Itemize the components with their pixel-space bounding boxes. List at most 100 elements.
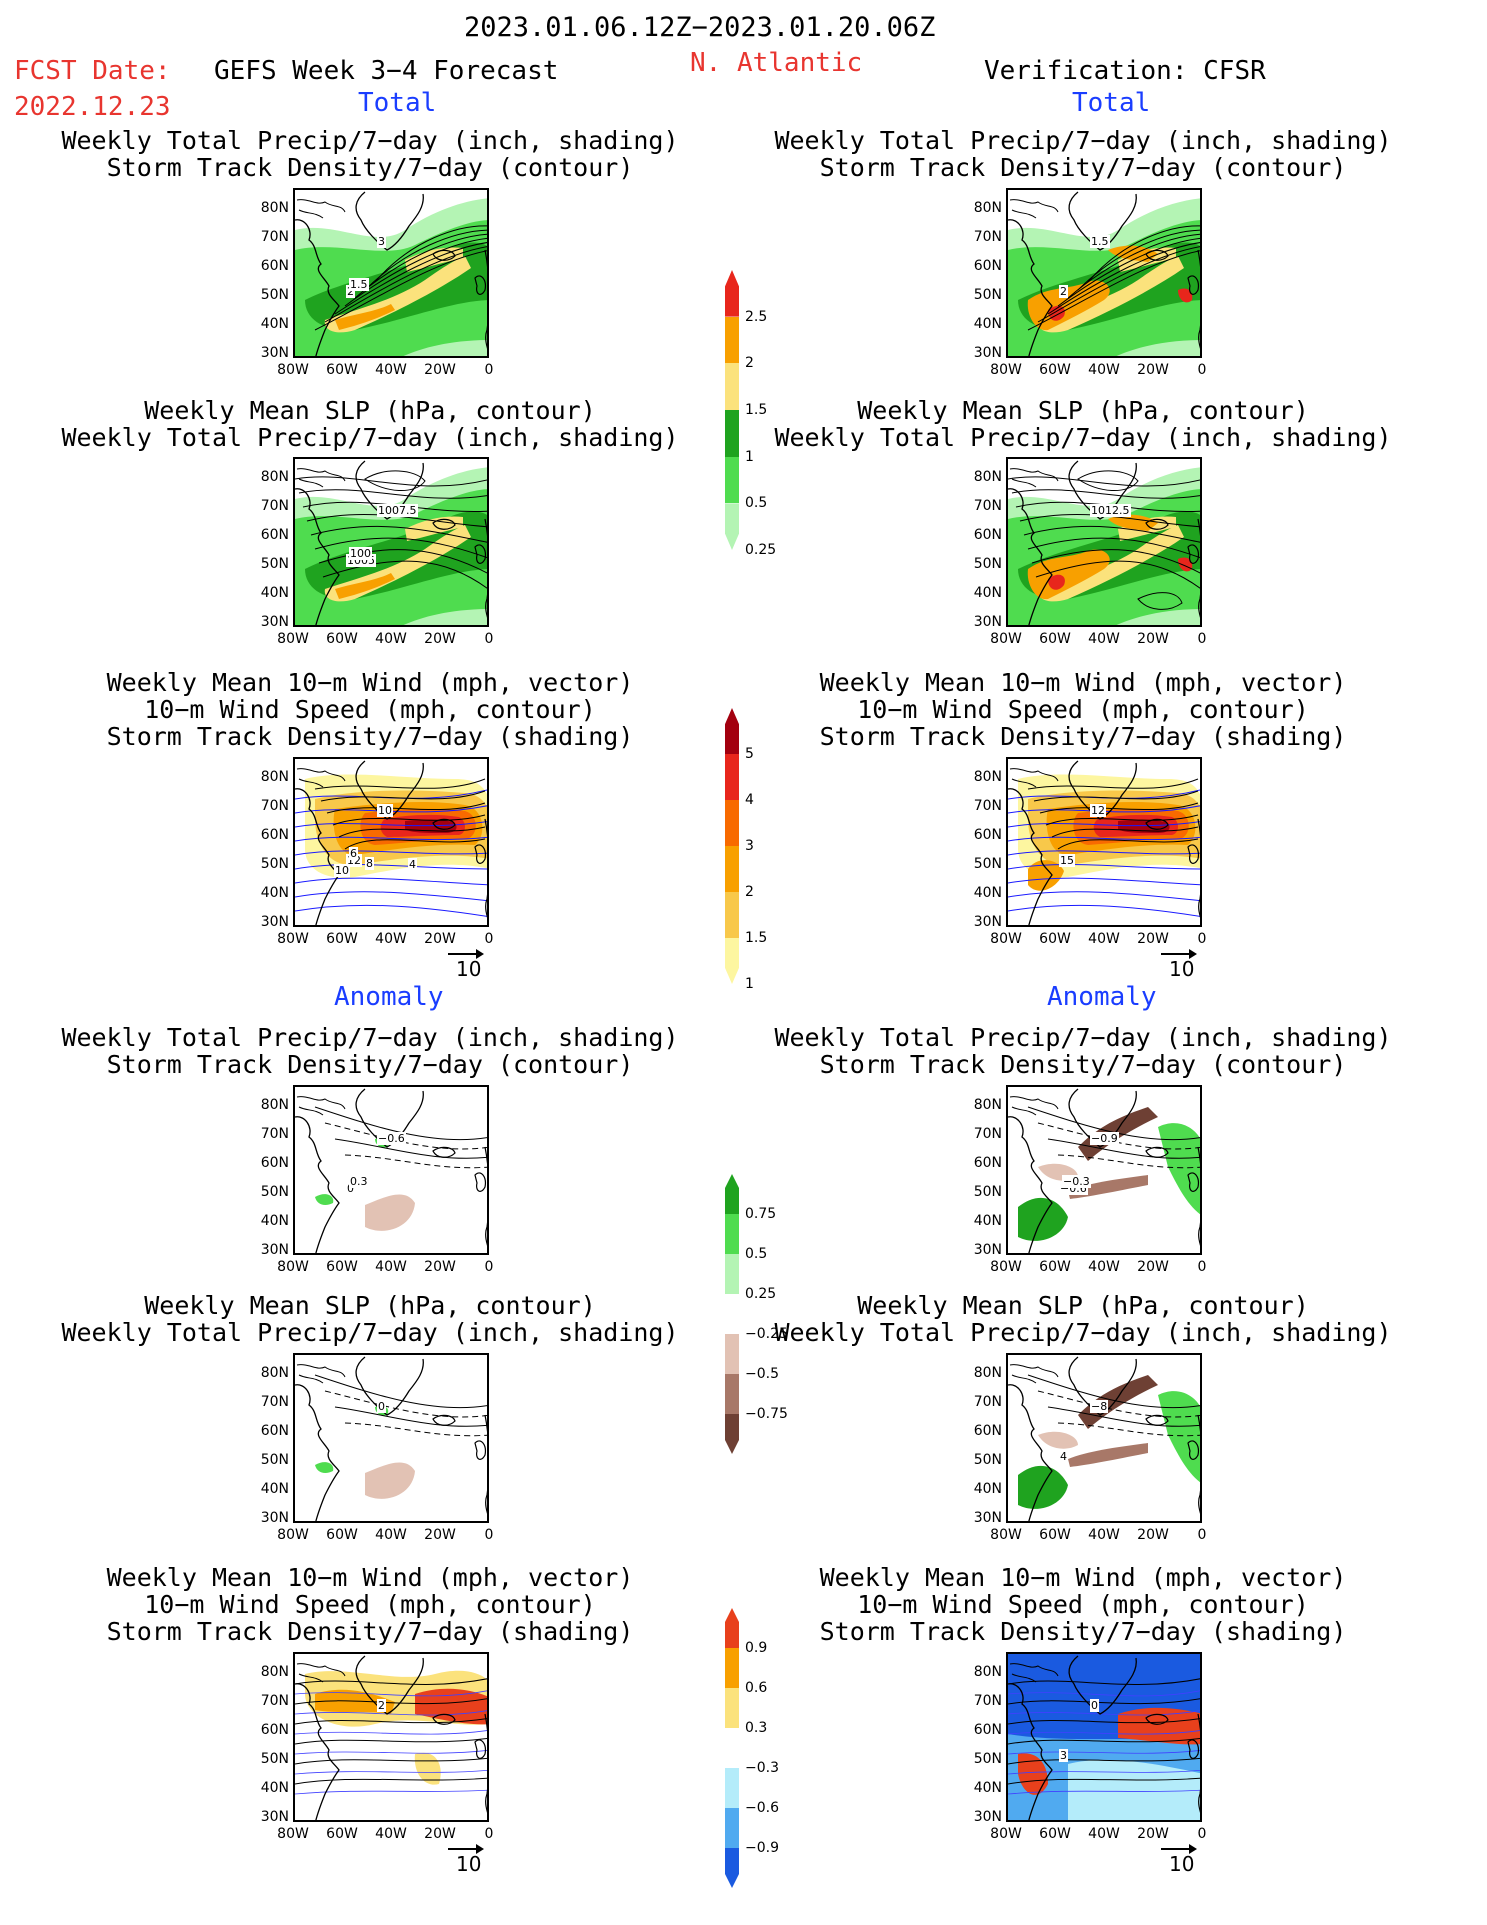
- lat-tick-label: 60N: [260, 1722, 289, 1738]
- lat-tick-label: 70N: [260, 1693, 289, 1709]
- contour-label: 10: [377, 804, 393, 817]
- vector-reference-arrow: [448, 1844, 484, 1854]
- lon-tick-label: 0: [1197, 1259, 1207, 1275]
- contour-label: 3: [1059, 1749, 1068, 1762]
- lon-tick-label: 20W: [424, 362, 456, 378]
- vector-reference-label: 10: [456, 1852, 482, 1876]
- colorbar-segment: [725, 1728, 739, 1768]
- colorbar-label: −0.25: [745, 1326, 788, 1342]
- lat-tick-label: 40N: [973, 1780, 1002, 1796]
- vector-reference-label: 10: [1169, 1852, 1195, 1876]
- colorbar-segment: [725, 1294, 739, 1334]
- contour-label: −0.9: [1090, 1132, 1119, 1145]
- lat-tick-label: 30N: [260, 345, 289, 361]
- contour-label: 15: [1059, 854, 1075, 867]
- lat-tick-label: 70N: [973, 1693, 1002, 1709]
- lon-tick-label: 20W: [1137, 1826, 1169, 1842]
- contour-label: −0.6: [377, 1132, 406, 1145]
- map-title-line: Weekly Mean 10−m Wind (mph, vector): [819, 1563, 1347, 1592]
- lat-tick-label: 50N: [260, 287, 289, 303]
- lat-tick-label: 80N: [973, 200, 1002, 216]
- lon-tick-label: 80W: [990, 1826, 1022, 1842]
- lon-tick-label: 40W: [375, 1826, 407, 1842]
- map-panel-r6-left: 2: [293, 1652, 489, 1822]
- lat-tick-label: 60N: [973, 827, 1002, 843]
- colorbar-segment: [725, 410, 739, 457]
- lon-tick-label: 20W: [1137, 631, 1169, 647]
- lon-tick-label: 60W: [1039, 931, 1071, 947]
- colorbar-storm-total: [725, 708, 739, 984]
- contour-label: −8: [1090, 1400, 1109, 1413]
- contour-label: 4: [408, 858, 417, 871]
- lon-tick-label: 60W: [326, 931, 358, 947]
- lon-tick-label: 0: [484, 362, 494, 378]
- colorbar-segment: [725, 754, 739, 800]
- lon-tick-label: 80W: [990, 931, 1022, 947]
- lat-tick-label: 50N: [973, 1751, 1002, 1767]
- lat-tick-label: 40N: [973, 1213, 1002, 1229]
- title-block-r3-right: Weekly Mean 10−m Wind (mph, vector) 10−m …: [773, 670, 1393, 751]
- map-canvas: [1008, 190, 1200, 356]
- colorbar-segment: [725, 1848, 739, 1888]
- map-title-line: 10−m Wind Speed (mph, contour): [857, 695, 1309, 724]
- colorbar-segment: [725, 316, 739, 364]
- lon-tick-label: 40W: [1088, 362, 1120, 378]
- contour-label: 1007.5: [377, 504, 418, 517]
- map-title-line: Weekly Total Precip/7−day (inch, shading…: [774, 423, 1392, 452]
- colorbar-label: −0.9: [745, 1840, 779, 1856]
- colorbar-label: 0.25: [745, 542, 777, 558]
- lat-tick-label: 80N: [973, 1664, 1002, 1680]
- lon-tick-label: 60W: [1039, 362, 1071, 378]
- colorbar-label: 0.5: [745, 1246, 768, 1262]
- lat-tick-label: 80N: [260, 1097, 289, 1113]
- verification-title: Verification: CFSR: [984, 56, 1266, 86]
- map-title-line: Storm Track Density/7−day (contour): [819, 153, 1347, 182]
- title-block-r2-left: Weekly Mean SLP (hPa, contour) Weekly Tot…: [60, 398, 680, 452]
- lat-tick-label: 70N: [260, 1394, 289, 1410]
- lat-tick-label: 30N: [260, 914, 289, 930]
- contour-label: 0: [377, 1400, 386, 1413]
- map-title-line: Weekly Total Precip/7−day (inch, shading…: [774, 126, 1392, 155]
- lon-tick-label: 20W: [1137, 1259, 1169, 1275]
- lat-tick-label: 50N: [260, 556, 289, 572]
- section-anomaly-left: Anomaly: [334, 982, 444, 1012]
- title-block-r6-right: Weekly Mean 10−m Wind (mph, vector) 10−m …: [773, 1565, 1393, 1646]
- lon-tick-label: 60W: [1039, 1826, 1071, 1842]
- lat-tick-label: 30N: [973, 345, 1002, 361]
- map-title-line: 10−m Wind Speed (mph, contour): [144, 1590, 596, 1619]
- lon-tick-label: 40W: [375, 1527, 407, 1543]
- map-canvas: [1008, 1087, 1200, 1253]
- lon-tick-label: 80W: [990, 362, 1022, 378]
- lat-tick-label: 60N: [973, 1155, 1002, 1171]
- map-canvas: [295, 190, 487, 356]
- colorbar-label: 2: [745, 884, 754, 900]
- lat-tick-label: 50N: [260, 1751, 289, 1767]
- lat-tick-label: 40N: [260, 585, 289, 601]
- lon-tick-label: 0: [484, 631, 494, 647]
- contour-label: 12: [1090, 804, 1106, 817]
- contour-label: 1012.5: [1090, 504, 1131, 517]
- map-title-line: Weekly Mean 10−m Wind (mph, vector): [106, 668, 634, 697]
- map-title-line: 10−m Wind Speed (mph, contour): [144, 695, 596, 724]
- map-title-line: 10−m Wind Speed (mph, contour): [857, 1590, 1309, 1619]
- colorbar-segment: [725, 503, 739, 550]
- lon-tick-label: 0: [1197, 631, 1207, 647]
- lon-tick-label: 60W: [326, 1826, 358, 1842]
- lat-tick-label: 50N: [260, 1184, 289, 1200]
- lon-tick-label: 40W: [1088, 1826, 1120, 1842]
- map-panel-r3-left: 10 12 6 4 8 10: [293, 757, 489, 927]
- colorbar-label: −0.3: [745, 1760, 779, 1776]
- colorbar-label: 2: [745, 355, 754, 372]
- colorbar-segment: [725, 1174, 739, 1214]
- lat-tick-label: 40N: [260, 1780, 289, 1796]
- lat-tick-label: 70N: [973, 1126, 1002, 1142]
- colorbar-label: −0.6: [745, 1800, 779, 1816]
- map-panel-r4-left: −0.6 0 0.3: [293, 1085, 489, 1255]
- colorbar-precip-total: [725, 270, 739, 550]
- contour-label: 0: [346, 1182, 355, 1195]
- lat-tick-label: 60N: [973, 1722, 1002, 1738]
- lon-tick-label: 80W: [277, 1259, 309, 1275]
- lon-tick-label: 80W: [277, 1527, 309, 1543]
- colorbar-segment: [725, 1688, 739, 1728]
